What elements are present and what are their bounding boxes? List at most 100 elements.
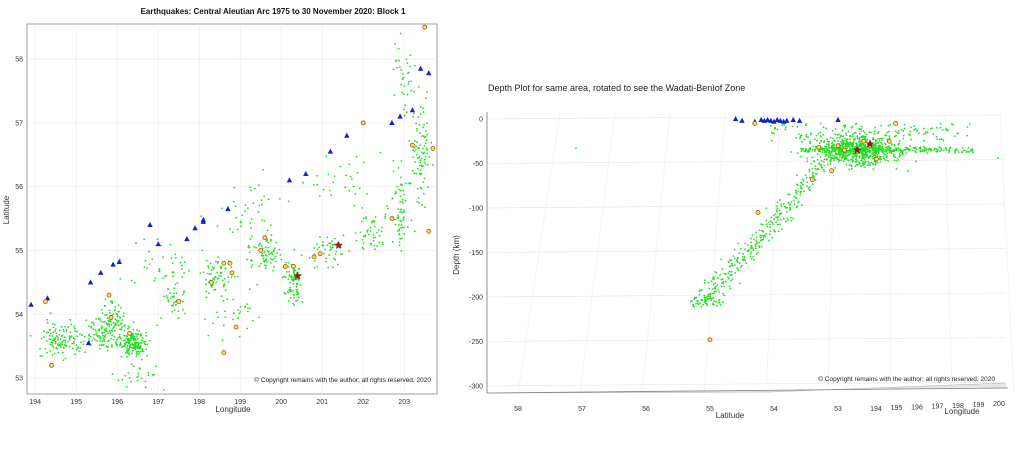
map-x-tick-label: 196 [111,399,123,406]
depth-y-tick-label: -150 [469,250,483,257]
depth-vertical-gridline [999,111,1015,394]
depth-background-quakes [575,122,999,308]
volcano-marker [771,118,777,124]
volcano-marker [200,216,206,222]
volcano-marker [85,339,92,346]
depth-y-tick-label: -100 [469,206,483,213]
large-quake-marker [409,142,415,148]
large-quake-marker [291,264,296,269]
volcano-marker [768,117,774,123]
large-quake-marker [426,228,432,234]
depth-vertical-gridline [944,111,953,394]
large-quake-marker [893,121,898,126]
depth-lat-tick-label: 53 [834,406,842,413]
volcano-marker [344,132,350,138]
depth-lat-tick-label: 56 [642,406,650,413]
depth-y-tick-label: 0 [479,117,483,124]
depth-vertical-gridline [827,111,836,394]
large-quake-marker [886,138,892,144]
major-quake-star [334,240,343,250]
depth-lon-tick-label: 195 [891,405,903,412]
volcano-marker [225,206,231,212]
depth-floor [486,382,1006,394]
depth-lon-tick-label: 198 [952,403,964,410]
depth-x-axis-label: Latitude [716,411,745,420]
depth-lat-tick-label: 58 [514,406,522,413]
depth-chart: Depth Plot for same area, rotated to see… [452,83,1015,420]
map-background-quakes [29,32,434,391]
depth-y-gridline [486,159,1006,164]
large-quake-marker [282,264,288,269]
volcano-marker [116,258,122,265]
large-quake-marker [49,362,54,368]
map-x-tick-label: 197 [152,399,164,406]
volcano-marker [28,301,34,307]
map-y-axis-label: Latitude [2,195,11,224]
volcano-marker [790,116,796,122]
map-x-tick-label: 201 [316,399,328,406]
map-chart-title: Earthquakes: Central Aleutian Arc 1975 t… [141,7,406,16]
volcano-marker [758,116,764,122]
depth-lat-tick-label: 57 [578,406,586,413]
volcano-marker [184,235,190,242]
large-quake-marker [829,168,834,174]
large-quake-marker [360,120,366,126]
depth-y-gridline [486,203,1006,209]
map-x-tick-label: 199 [234,399,246,406]
depth-y-gridline [486,381,1006,387]
depth-y-gridline [486,114,1006,120]
map-x-tick-label: 200 [275,399,287,406]
volcano-marker [147,221,153,228]
map-x-tick-label: 194 [29,399,41,406]
large-quake-marker [707,337,713,343]
major-quake-star [865,139,875,148]
depth-y-ticks: 0 -50 -100 -150 -200 -250 -300 [469,117,483,391]
map-x-tick-label: 195 [70,399,82,406]
volcano-marker [732,116,739,122]
depth-lon-tick-label: 196 [911,404,923,411]
depth-y-tick-label: -250 [469,339,483,346]
volcano-marker [110,261,116,267]
map-y-tick-label: 57 [15,120,23,127]
depth-vertical-gridline [517,111,561,394]
large-quake-marker [229,270,235,276]
major-quake-star [852,145,862,154]
depth-y-gridline [486,337,1006,342]
volcano-marker [155,241,161,247]
large-quake-marker [422,24,428,30]
large-quake-marker [227,260,233,266]
map-y-tick-label: 58 [15,57,23,64]
depth-y-tick-label: -200 [469,295,483,302]
volcano-marker [777,117,784,123]
map-x-tick-label: 198 [193,399,205,406]
large-quake-marker [106,292,112,298]
depth-vertical-gridline [641,111,671,394]
volcano-marker [192,225,198,231]
map-x-tick-label: 203 [398,399,410,406]
major-quake-star [293,271,302,280]
large-quake-marker [842,147,847,153]
depth-y-gridline [486,248,1006,253]
depth-lon-tick-label: 197 [932,404,944,411]
depth-latitude-ticks: 58 57 56 55 54 53 [514,406,842,413]
map-chart: Earthquakes: Central Aleutian Arc 1975 t… [2,7,438,414]
large-quake-marker [311,254,317,260]
depth-x-axis [486,387,1009,394]
depth-lon-tick-label: 194 [870,406,882,413]
large-quake-marker [755,210,761,215]
map-x-ticks: 194 195 196 197 198 199 200 201 202 203 [29,399,410,406]
depth-lon-tick-label: 200 [993,401,1005,408]
map-y-tick-label: 53 [15,376,23,383]
depth-copyright: © Copyright remains with the author; all… [818,375,995,383]
large-quake-marker [861,138,866,144]
volcano-marker [286,177,293,183]
large-quake-marker [233,324,239,330]
volcano-marker [764,116,771,122]
volcano-marker [303,170,309,177]
large-quake-marker [221,350,227,355]
map-x-axis-label: Longitude [215,405,251,414]
large-quake-marker [262,235,268,241]
volcano-marker [426,70,432,76]
depth-vertical-gridline [579,111,616,394]
depth-y-tick-label: -50 [473,161,483,168]
